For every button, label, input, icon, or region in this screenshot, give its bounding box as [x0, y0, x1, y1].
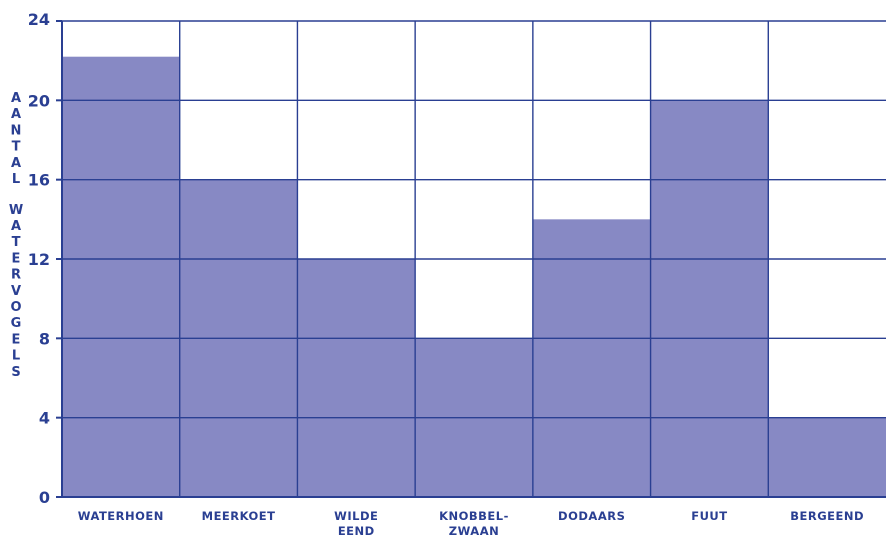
x-category-label-2: MEERKOET — [202, 509, 276, 523]
y-label-char-a0: A — [11, 91, 21, 106]
x-category-label-5: DODAARS — [558, 509, 625, 523]
x-category-labels: WATERHOEN MEERKOET WILDE EEND KNOBBEL-ZWAAN D… — [78, 509, 864, 538]
y-tick-label-5: 20 — [28, 91, 50, 110]
y-tick-labels: 0 4 8 12 16 20 24 — [28, 10, 50, 507]
y-label-char-b10: S — [11, 365, 20, 380]
y-tick-label-6: 24 — [28, 10, 50, 29]
x-category-label-3: WILDE EEND — [334, 509, 378, 538]
bars-group — [62, 56, 886, 498]
y-label-char-a3: T — [12, 140, 21, 155]
x-category-label-4: KNOBBEL-ZWAAN — [439, 509, 509, 538]
x-category-label-1: WATERHOEN — [78, 509, 164, 523]
y-label-char-b9: L — [12, 349, 20, 364]
bar-5 — [532, 219, 651, 498]
y-tick-label-4: 16 — [28, 171, 50, 190]
y-label-char-a4: A — [11, 156, 21, 171]
grid-group — [56, 20, 886, 498]
y-label-char-b6: O — [10, 300, 21, 315]
y-label-char-b0: W — [9, 203, 23, 218]
y-label-char-b7: G — [11, 316, 22, 331]
y-tick-label-3: 12 — [28, 250, 50, 269]
bar-6 — [650, 100, 769, 497]
y-tick-label-1: 4 — [39, 409, 50, 428]
y-label-char-b5: V — [11, 284, 21, 299]
bar-3 — [297, 259, 416, 497]
y-label-char-a5: L — [12, 172, 20, 187]
y-tick-label-2: 8 — [39, 329, 50, 348]
y-label-char-a2: N — [11, 123, 22, 138]
x-category-label-7: BERGEEND — [790, 509, 864, 523]
y-label-char-b1: A — [11, 219, 21, 234]
bar-1 — [62, 56, 180, 497]
y-tick-label-0: 0 — [39, 488, 50, 507]
y-label-char-b8: E — [12, 332, 21, 347]
bar-7 — [768, 417, 886, 497]
x-category-label-6: FUUT — [691, 509, 727, 523]
y-label-char-b3: E — [12, 251, 21, 266]
y-label-char-b2: T — [12, 235, 21, 250]
y-label-char-a1: A — [11, 107, 21, 122]
y-label-char-b4: R — [11, 268, 21, 283]
